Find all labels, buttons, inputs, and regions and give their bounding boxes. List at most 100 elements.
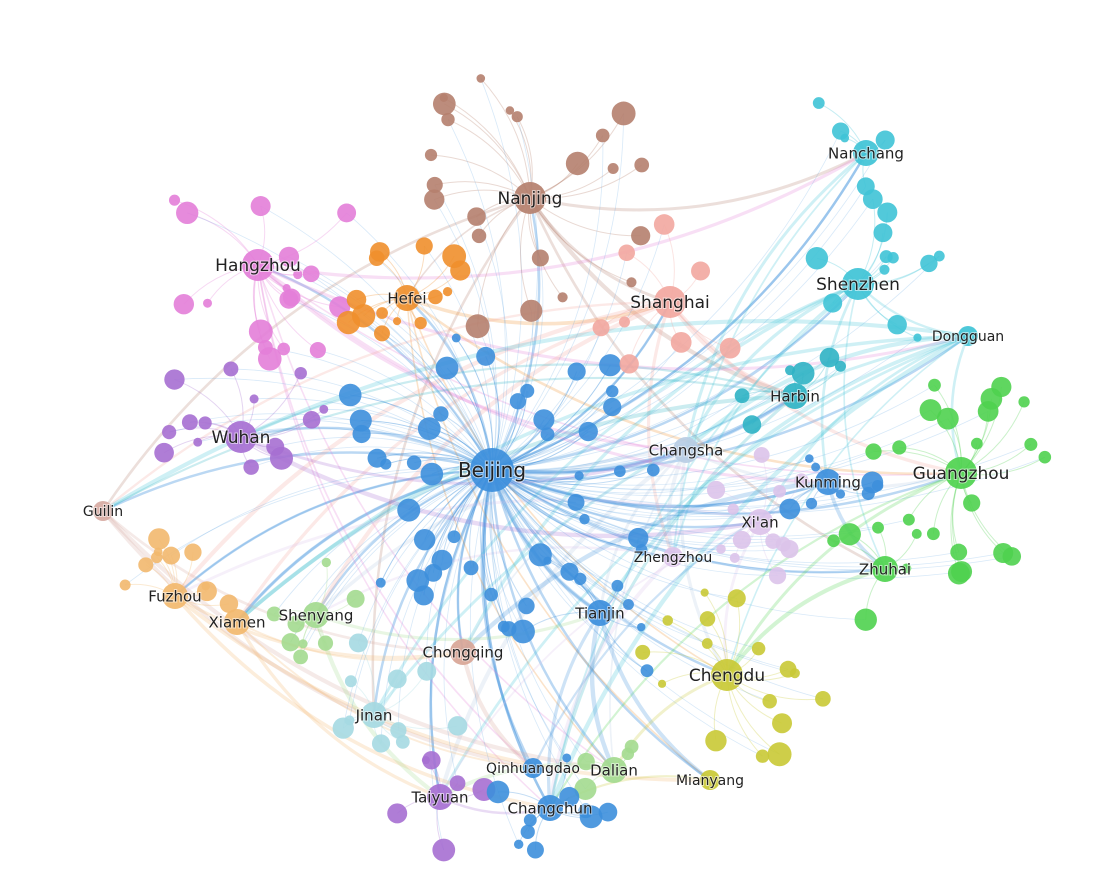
minor-city-node[interactable] xyxy=(447,530,461,544)
city-node-shanghai[interactable] xyxy=(654,286,686,318)
minor-city-node[interactable] xyxy=(257,347,282,371)
city-node-zhengzhou[interactable] xyxy=(663,547,683,567)
minor-city-node[interactable] xyxy=(302,265,320,283)
minor-city-node[interactable] xyxy=(219,594,239,613)
city-node-guangzhou[interactable] xyxy=(945,457,977,489)
minor-city-node[interactable] xyxy=(618,316,630,328)
minor-city-node[interactable] xyxy=(417,661,437,681)
minor-city-node[interactable] xyxy=(376,307,388,319)
minor-city-node[interactable] xyxy=(827,534,840,548)
minor-city-node[interactable] xyxy=(599,354,622,377)
minor-city-node[interactable] xyxy=(298,639,308,649)
minor-city-node[interactable] xyxy=(574,572,587,586)
minor-city-node[interactable] xyxy=(138,557,154,573)
minor-city-node[interactable] xyxy=(278,246,300,267)
minor-city-node[interactable] xyxy=(928,378,941,392)
minor-city-node[interactable] xyxy=(579,513,590,525)
minor-city-node[interactable] xyxy=(441,112,455,127)
minor-city-node[interactable] xyxy=(574,777,597,800)
minor-city-node[interactable] xyxy=(164,369,185,390)
minor-city-node[interactable] xyxy=(151,551,163,564)
minor-city-node[interactable] xyxy=(518,597,535,615)
city-node-qinhuangdao[interactable] xyxy=(523,758,543,778)
minor-city-node[interactable] xyxy=(578,421,598,442)
minor-city-node[interactable] xyxy=(877,202,898,223)
minor-city-node[interactable] xyxy=(613,465,626,478)
minor-city-node[interactable] xyxy=(619,354,639,374)
minor-city-node[interactable] xyxy=(963,494,981,512)
minor-city-node[interactable] xyxy=(699,611,716,627)
minor-city-node[interactable] xyxy=(691,261,711,281)
minor-city-node[interactable] xyxy=(887,314,907,335)
minor-city-node[interactable] xyxy=(734,388,750,404)
minor-city-node[interactable] xyxy=(282,288,301,307)
minor-city-node[interactable] xyxy=(791,361,815,385)
minor-city-node[interactable] xyxy=(432,838,456,862)
minor-city-node[interactable] xyxy=(705,730,727,752)
minor-city-node[interactable] xyxy=(432,92,456,116)
minor-city-node[interactable] xyxy=(971,437,983,450)
minor-city-node[interactable] xyxy=(626,277,637,288)
minor-city-node[interactable] xyxy=(511,111,523,123)
minor-city-node[interactable] xyxy=(623,599,634,610)
minor-city-node[interactable] xyxy=(428,289,443,305)
minor-city-node[interactable] xyxy=(595,128,610,143)
city-node-shenzhen[interactable] xyxy=(842,268,874,300)
city-node-dongguan[interactable] xyxy=(958,326,978,346)
minor-city-node[interactable] xyxy=(317,635,334,651)
minor-city-node[interactable] xyxy=(337,203,357,223)
minor-city-node[interactable] xyxy=(920,254,938,273)
minor-city-node[interactable] xyxy=(426,176,443,193)
minor-city-node[interactable] xyxy=(805,497,818,510)
minor-city-node[interactable] xyxy=(742,415,762,434)
minor-city-node[interactable] xyxy=(670,332,692,353)
minor-city-node[interactable] xyxy=(789,668,800,679)
city-node-harbin[interactable] xyxy=(782,383,808,409)
minor-city-node[interactable] xyxy=(872,521,884,534)
minor-city-node[interactable] xyxy=(653,214,675,235)
city-node-beijing[interactable] xyxy=(470,448,514,492)
minor-city-node[interactable] xyxy=(344,715,355,726)
minor-city-node[interactable] xyxy=(727,589,746,608)
minor-city-node[interactable] xyxy=(349,409,372,432)
minor-city-node[interactable] xyxy=(367,448,387,468)
minor-city-node[interactable] xyxy=(442,286,453,297)
minor-city-node[interactable] xyxy=(248,319,273,344)
city-node-chongqing[interactable] xyxy=(450,639,476,665)
minor-city-node[interactable] xyxy=(815,691,831,707)
minor-city-node[interactable] xyxy=(339,383,362,407)
minor-city-node[interactable] xyxy=(640,664,654,678)
minor-city-node[interactable] xyxy=(309,342,326,359)
minor-city-node[interactable] xyxy=(196,581,217,602)
minor-city-node[interactable] xyxy=(520,383,535,398)
minor-city-node[interactable] xyxy=(390,722,407,739)
minor-city-node[interactable] xyxy=(397,498,421,522)
city-node-fuzhou[interactable] xyxy=(162,583,188,609)
minor-city-node[interactable] xyxy=(447,716,468,736)
minor-city-node[interactable] xyxy=(812,97,825,109)
minor-city-node[interactable] xyxy=(431,549,453,571)
minor-city-node[interactable] xyxy=(422,751,441,770)
minor-city-node[interactable] xyxy=(751,641,766,656)
minor-city-node[interactable] xyxy=(838,523,861,546)
minor-city-node[interactable] xyxy=(646,463,660,477)
minor-city-node[interactable] xyxy=(266,437,285,456)
minor-city-node[interactable] xyxy=(768,567,787,585)
minor-city-node[interactable] xyxy=(294,366,307,380)
minor-city-node[interactable] xyxy=(892,440,907,455)
minor-city-node[interactable] xyxy=(779,498,801,520)
minor-city-node[interactable] xyxy=(375,577,386,588)
minor-city-node[interactable] xyxy=(250,196,271,217)
minor-city-node[interactable] xyxy=(449,775,466,792)
minor-city-node[interactable] xyxy=(465,314,490,339)
minor-city-node[interactable] xyxy=(947,562,970,585)
minor-city-node[interactable] xyxy=(293,269,303,280)
minor-city-node[interactable] xyxy=(865,443,882,460)
minor-city-node[interactable] xyxy=(533,409,555,431)
minor-city-node[interactable] xyxy=(486,780,510,804)
minor-city-node[interactable] xyxy=(592,319,610,337)
minor-city-node[interactable] xyxy=(980,387,1003,410)
city-node-changsha[interactable] xyxy=(673,437,699,463)
minor-city-node[interactable] xyxy=(484,587,498,602)
minor-city-node[interactable] xyxy=(406,455,422,470)
